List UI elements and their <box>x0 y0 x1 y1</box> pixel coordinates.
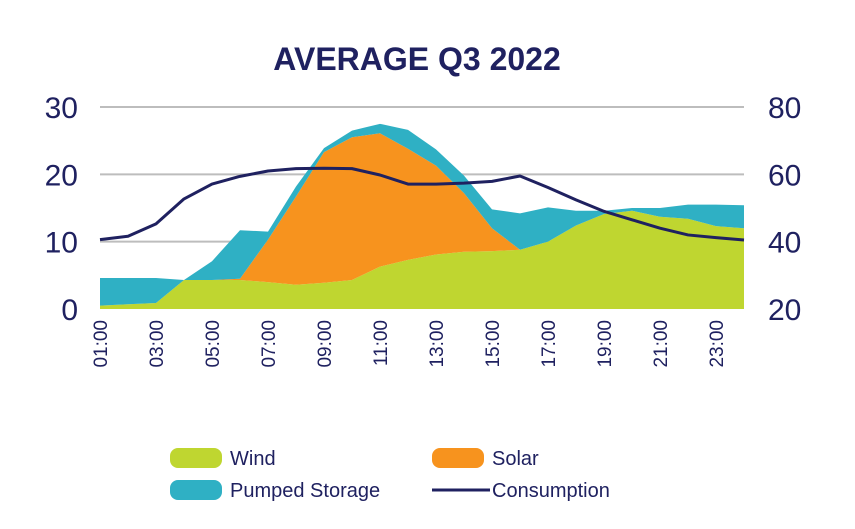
right-axis-tick-label: 60 <box>768 159 801 192</box>
wind-area <box>100 210 744 309</box>
left-axis-tick-label: 20 <box>45 159 78 192</box>
legend-swatch-wind <box>170 448 222 468</box>
legend-label-consumption: Consumption <box>492 480 610 502</box>
x-axis-tick-label: 23:00 <box>707 320 728 368</box>
x-axis-tick-label: 21:00 <box>651 320 672 368</box>
area-series <box>100 123 744 309</box>
right-axis-tick-label: 80 <box>768 92 801 125</box>
legend: Wind Solar Pumped Storage Consumption <box>170 448 610 502</box>
legend-label-wind: Wind <box>230 448 276 470</box>
legend-label-solar: Solar <box>492 448 539 470</box>
left-axis-tick-label: 10 <box>45 227 78 260</box>
x-axis-tick-label: 03:00 <box>147 320 168 368</box>
x-axis-tick-label: 15:00 <box>483 320 504 368</box>
x-axis-tick-label: 05:00 <box>203 320 224 368</box>
x-axis-tick-label: 11:00 <box>371 320 392 366</box>
legend-swatch-solar <box>432 448 484 468</box>
left-axis-tick-label: 0 <box>61 294 78 327</box>
line-series <box>99 166 745 242</box>
x-axis-tick-label: 17:00 <box>539 320 560 368</box>
x-axis-tick-label: 19:00 <box>595 320 616 368</box>
left-axis-tick-label: 30 <box>45 92 78 125</box>
x-axis-tick-label: 09:00 <box>315 320 336 368</box>
x-axis-tick-label: 01:00 <box>91 320 112 368</box>
legend-label-pumped-storage: Pumped Storage <box>230 480 380 502</box>
right-axis-tick-label: 20 <box>768 294 801 327</box>
legend-swatch-pumped-storage <box>170 480 222 500</box>
solar-area <box>100 133 744 306</box>
left-axis-ticks: 0 10 20 30 <box>45 92 78 327</box>
consumption-line <box>99 166 745 242</box>
right-axis-tick-label: 40 <box>768 227 801 260</box>
pumped-storage-area <box>100 123 744 306</box>
x-axis-tick-label: 13:00 <box>427 320 448 368</box>
x-axis-tick-label: 07:00 <box>259 320 280 368</box>
x-axis-ticks: 01:00 03:00 05:00 07:00 09:00 11:00 13:00 15:00… <box>91 320 728 368</box>
chart-title: AVERAGE Q3 2022 <box>273 41 561 77</box>
right-axis-ticks: 20 40 60 80 <box>768 92 801 327</box>
